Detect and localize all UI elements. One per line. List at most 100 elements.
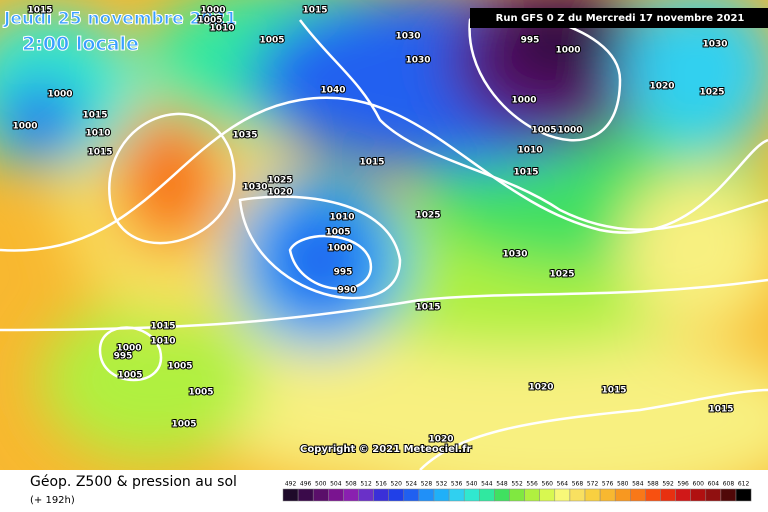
scale-swatch: [569, 488, 586, 502]
scale-swatch: [282, 488, 299, 502]
pressure-label: 1010: [329, 213, 354, 223]
pressure-label: 1020: [428, 435, 453, 445]
scale-swatch: [509, 488, 525, 502]
scale-swatch: [599, 488, 616, 502]
scale-label: 492: [285, 481, 297, 488]
scale-label: 592: [662, 481, 674, 488]
scale-swatch: [554, 488, 571, 502]
scale-label: 520: [391, 481, 403, 488]
scale-swatch: [328, 488, 344, 502]
scale-label: 612: [738, 481, 750, 488]
scale-label: 600: [693, 481, 705, 488]
scale-label: 496: [300, 481, 312, 488]
scale-label: 584: [632, 481, 644, 488]
pressure-label: 1035: [232, 131, 257, 141]
scale-swatch: [645, 488, 661, 502]
pressure-label: 1015: [150, 322, 175, 332]
pressure-label: 995: [334, 268, 353, 278]
scale-swatch: [584, 488, 601, 502]
scale-swatch: [448, 488, 465, 502]
pressure-label: 1025: [267, 176, 292, 186]
scale-swatch: [297, 488, 314, 502]
pressure-label: 1025: [549, 270, 574, 280]
pressure-label: 1025: [699, 88, 724, 98]
scale-swatch: [312, 488, 329, 502]
color-scale: 492 496 500 504 508 512 516 520 524 528 532 536 540 5…: [282, 481, 752, 502]
pressure-label: 995: [114, 352, 133, 362]
pressure-label: 1015: [708, 405, 733, 415]
scale-swatch: [690, 488, 707, 502]
scale-swatch: [479, 488, 495, 502]
pressure-label: 1030: [242, 183, 267, 193]
scale-label: 604: [708, 481, 720, 488]
pressure-label: 1020: [649, 82, 674, 92]
pressure-label: 1005: [171, 420, 196, 430]
pressure-label: 1015: [87, 148, 112, 158]
pressure-label: 1040: [320, 86, 345, 96]
pressure-label: 1010: [517, 146, 542, 156]
copyright: Copyright © 2021 Meteociel.fr: [300, 444, 471, 455]
pressure-label: 1015: [415, 303, 440, 313]
scale-swatch: [403, 488, 420, 502]
scale-label: 500: [315, 481, 327, 488]
pressure-label: 1005: [117, 371, 142, 381]
pressure-label: 1005: [259, 36, 284, 46]
pressure-label: 990: [338, 286, 357, 296]
pressure-label: 1000: [511, 96, 536, 106]
scale-label: 608: [723, 481, 735, 488]
scale-swatch: [433, 488, 450, 502]
scale-swatch: [675, 488, 691, 502]
scale-label: 572: [587, 481, 599, 488]
pressure-label: 1005: [188, 388, 213, 398]
scale-label: 596: [677, 481, 689, 488]
scale-swatch: [735, 488, 752, 502]
scale-label: 540: [466, 481, 478, 488]
pressure-label: 1005: [197, 16, 222, 26]
pressure-label: 1015: [82, 111, 107, 121]
pressure-label: 1000: [557, 126, 582, 136]
forecast-time: 2:00 locale: [22, 33, 139, 55]
pressure-label: 1030: [502, 250, 527, 260]
scale-label: 524: [406, 481, 418, 488]
scale-swatch: [614, 488, 631, 502]
pressure-label: 995: [521, 36, 540, 46]
scale-swatch: [539, 488, 556, 502]
pressure-label: 1020: [528, 383, 553, 393]
scale-swatch: [660, 488, 676, 502]
pressure-label: 1000: [12, 122, 37, 132]
scale-label: 508: [345, 481, 357, 488]
pressure-label: 1010: [150, 337, 175, 347]
scale-label: 544: [481, 481, 493, 488]
pressure-label: 1000: [327, 244, 352, 254]
pressure-label: 1000: [47, 90, 72, 100]
scale-label: 532: [436, 481, 448, 488]
scale-label: 528: [421, 481, 433, 488]
scale-label: 564: [557, 481, 569, 488]
pressure-label: 1020: [267, 188, 292, 198]
scale-swatch: [358, 488, 374, 502]
footer-title: Géop. Z500 & pression au sol: [30, 474, 237, 490]
scale-label: 512: [360, 481, 372, 488]
pressure-label: 1000: [116, 344, 141, 354]
pressure-label: 1015: [513, 168, 538, 178]
pressure-label: 1015: [27, 6, 52, 16]
scale-swatch: [463, 488, 480, 502]
scale-swatch: [524, 488, 540, 502]
forecast-date: Jeudi 25 novembre 2021: [3, 9, 237, 29]
pressure-label: 1005: [325, 228, 350, 238]
scale-swatch: [630, 488, 646, 502]
pressure-label: 1005: [531, 126, 556, 136]
pressure-label: 1015: [601, 386, 626, 396]
scale-label: 580: [617, 481, 629, 488]
scale-label: 556: [526, 481, 538, 488]
scale-label: 536: [451, 481, 463, 488]
scale-swatch: [494, 488, 510, 502]
scale-swatch: [418, 488, 435, 502]
scale-swatch: [373, 488, 389, 502]
scale-label: 516: [375, 481, 387, 488]
scale-swatch: [388, 488, 405, 502]
scale-label: 588: [647, 481, 659, 488]
scale-label: 560: [542, 481, 554, 488]
pressure-label: 1010: [85, 129, 110, 139]
